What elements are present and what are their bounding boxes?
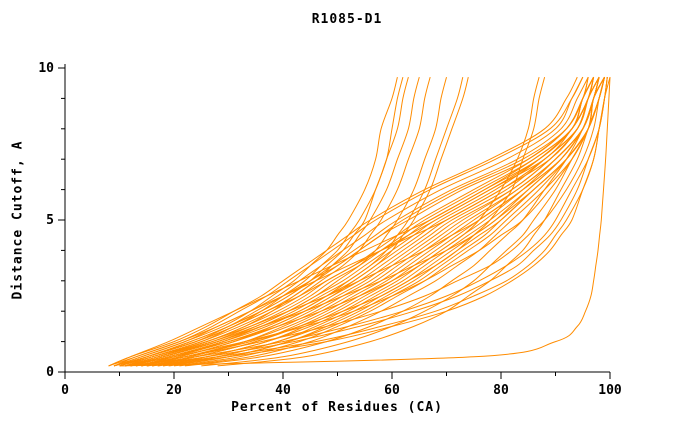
curve-line — [130, 76, 605, 367]
curve-line — [201, 76, 605, 367]
curve-line — [135, 76, 469, 367]
curve-line — [135, 77, 608, 367]
curve-line — [130, 76, 447, 367]
curve-line — [119, 77, 611, 367]
curve-line — [124, 76, 595, 367]
curve-line — [119, 76, 409, 367]
curve-line — [130, 76, 540, 367]
curve-line — [124, 76, 464, 367]
x-axis-label: Percent of Residues (CA) — [231, 400, 443, 415]
curve-line — [113, 76, 584, 367]
curve-line — [124, 76, 600, 367]
curve-line — [119, 76, 431, 367]
curve-line — [141, 76, 546, 367]
x-tick-label: 40 — [275, 383, 291, 398]
curve-line — [124, 76, 420, 367]
curve-line — [130, 76, 595, 367]
x-tick-label: 20 — [166, 383, 182, 398]
curve-line — [108, 76, 578, 367]
curve-line — [108, 76, 595, 367]
curve-line — [173, 76, 605, 367]
curve-line — [141, 77, 608, 367]
curve-line — [184, 76, 600, 367]
curve-line — [119, 76, 589, 367]
curve-line — [217, 76, 605, 367]
chart-title: R1085-D1 — [311, 12, 383, 27]
curve-line — [119, 76, 589, 367]
x-tick-label: 100 — [598, 383, 622, 398]
curve-line — [146, 76, 611, 367]
x-tick-label: 0 — [61, 383, 69, 398]
curve-line — [135, 76, 595, 367]
y-tick-label: 0 — [46, 365, 54, 380]
x-tick-label: 60 — [384, 383, 400, 398]
curve-line — [168, 76, 605, 367]
x-tick-label: 80 — [493, 383, 509, 398]
y-axis-label: Distance Cutoff, A — [10, 140, 26, 300]
y-tick-label: 10 — [38, 61, 54, 76]
y-tick-label: 5 — [46, 213, 54, 228]
curve-line — [113, 76, 398, 367]
curve-line — [108, 76, 584, 367]
curve-line — [113, 76, 404, 367]
curve-line — [113, 76, 600, 367]
